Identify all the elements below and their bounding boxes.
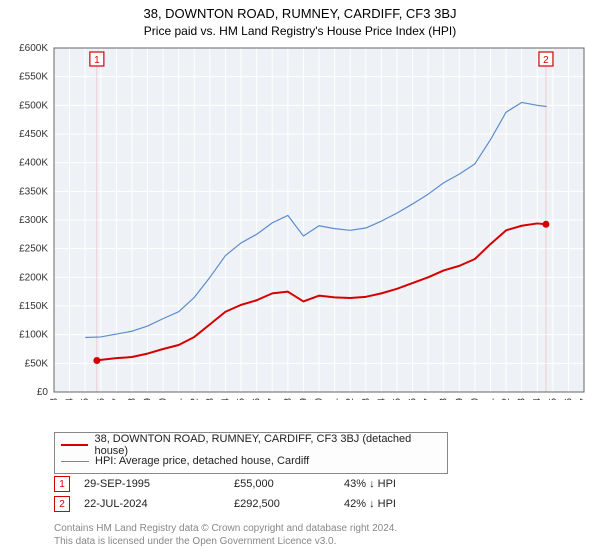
sale-price: £55,000 <box>234 478 344 490</box>
svg-text:2002: 2002 <box>189 398 200 400</box>
svg-text:2021: 2021 <box>485 398 496 400</box>
attribution-line-2: This data is licensed under the Open Gov… <box>54 535 397 548</box>
svg-text:1997: 1997 <box>111 398 122 400</box>
svg-text:2010: 2010 <box>314 398 325 400</box>
svg-text:2001: 2001 <box>174 398 185 400</box>
svg-text:2019: 2019 <box>454 398 465 400</box>
svg-text:2003: 2003 <box>205 398 216 400</box>
legend-swatch <box>61 461 89 462</box>
legend-label: 38, DOWNTON ROAD, RUMNEY, CARDIFF, CF3 3… <box>94 433 441 457</box>
svg-text:2016: 2016 <box>408 398 419 400</box>
svg-text:2020: 2020 <box>470 398 481 400</box>
sale-date: 22-JUL-2024 <box>84 498 234 510</box>
sale-price: £292,500 <box>234 498 344 510</box>
svg-text:2006: 2006 <box>252 398 263 400</box>
svg-text:2015: 2015 <box>392 398 403 400</box>
legend-label: HPI: Average price, detached house, Card… <box>95 455 309 467</box>
svg-text:£400K: £400K <box>19 158 48 169</box>
sale-date: 29-SEP-1995 <box>84 478 234 490</box>
svg-text:£450K: £450K <box>19 129 48 140</box>
svg-text:£350K: £350K <box>19 186 48 197</box>
price-chart: £0 £50K £100K £150K £200K £250K £300K £350K £400… <box>0 0 600 400</box>
svg-text:1: 1 <box>94 55 100 66</box>
svg-text:1998: 1998 <box>127 398 138 400</box>
svg-text:2008: 2008 <box>283 398 294 400</box>
svg-text:£550K: £550K <box>19 72 48 83</box>
svg-text:1996: 1996 <box>96 398 107 400</box>
sale-row-2: 2 22-JUL-2024£292,50042% ↓ HPI <box>54 496 464 512</box>
sale-hpi: 42% ↓ HPI <box>344 498 464 510</box>
attribution-line-1: Contains HM Land Registry data © Crown c… <box>54 522 397 535</box>
sale-marker-icon: 1 <box>54 476 70 492</box>
svg-text:2000: 2000 <box>158 398 169 400</box>
svg-text:£600K: £600K <box>19 43 48 54</box>
svg-text:2007: 2007 <box>267 398 278 400</box>
svg-text:2017: 2017 <box>423 398 434 400</box>
sale-row-1: 1 29-SEP-1995£55,00043% ↓ HPI <box>54 476 464 492</box>
svg-text:£300K: £300K <box>19 215 48 226</box>
svg-text:£500K: £500K <box>19 100 48 111</box>
svg-text:1993: 1993 <box>49 398 60 400</box>
svg-text:2025: 2025 <box>548 398 559 400</box>
svg-text:2009: 2009 <box>298 398 309 400</box>
svg-text:2027: 2027 <box>579 398 590 400</box>
svg-text:2: 2 <box>543 55 549 66</box>
legend-item-price_paid: 38, DOWNTON ROAD, RUMNEY, CARDIFF, CF3 3… <box>61 437 441 453</box>
svg-text:1995: 1995 <box>80 398 91 400</box>
svg-text:2004: 2004 <box>220 398 231 400</box>
svg-text:2023: 2023 <box>517 398 528 400</box>
sale-hpi: 43% ↓ HPI <box>344 478 464 490</box>
sale-marker-icon: 2 <box>54 496 70 512</box>
chart-legend: 38, DOWNTON ROAD, RUMNEY, CARDIFF, CF3 3… <box>54 432 448 474</box>
svg-text:£150K: £150K <box>19 301 48 312</box>
svg-text:2022: 2022 <box>501 398 512 400</box>
svg-text:2018: 2018 <box>439 398 450 400</box>
svg-text:2014: 2014 <box>376 398 387 400</box>
svg-text:£250K: £250K <box>19 244 48 255</box>
svg-text:£50K: £50K <box>25 358 49 369</box>
svg-text:1994: 1994 <box>65 398 76 400</box>
legend-swatch <box>61 444 88 446</box>
svg-text:2012: 2012 <box>345 398 356 400</box>
svg-text:2024: 2024 <box>532 398 543 400</box>
svg-text:£100K: £100K <box>19 330 48 341</box>
svg-text:2013: 2013 <box>361 398 372 400</box>
svg-text:1999: 1999 <box>143 398 154 400</box>
attribution-text: Contains HM Land Registry data © Crown c… <box>54 522 397 548</box>
svg-text:£200K: £200K <box>19 272 48 283</box>
svg-text:2005: 2005 <box>236 398 247 400</box>
svg-text:2026: 2026 <box>563 398 574 400</box>
svg-text:£0: £0 <box>37 387 49 398</box>
svg-text:2011: 2011 <box>330 398 341 400</box>
